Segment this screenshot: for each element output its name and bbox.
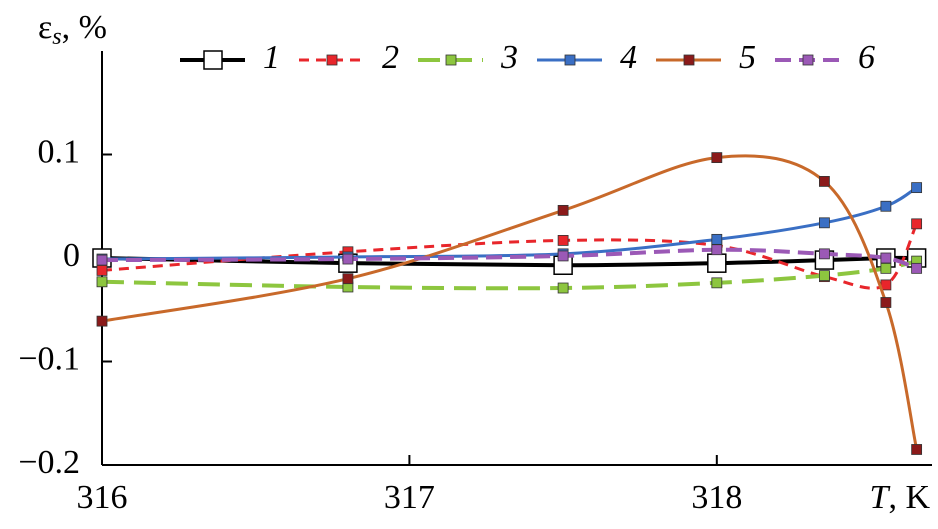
x-tick-label: 316 <box>77 479 128 516</box>
legend-label: 5 <box>739 39 756 76</box>
data-point <box>707 253 727 273</box>
legend-label: 1 <box>263 39 280 76</box>
data-point <box>711 233 723 245</box>
data-point <box>819 176 830 187</box>
x-axis-label: T, K <box>870 479 931 516</box>
series-line <box>101 154 919 450</box>
legend-marker <box>802 54 814 66</box>
data-point <box>711 277 723 289</box>
data-point <box>96 254 108 266</box>
data-point <box>819 248 830 260</box>
y-tick-label: 0.1 <box>38 133 81 170</box>
data-point <box>911 182 923 194</box>
y-label-unit: , % <box>62 9 107 46</box>
y-tick-label: −0.2 <box>18 444 80 481</box>
legend-marker <box>203 50 223 70</box>
y-tick-label: 0 <box>63 237 80 274</box>
data-point <box>557 204 569 216</box>
legend-label: 6 <box>858 39 875 76</box>
data-point <box>880 252 892 264</box>
data-point <box>96 276 108 288</box>
x-tick-label: 318 <box>691 479 742 516</box>
data-point <box>911 262 923 274</box>
legend-label: 4 <box>620 39 637 76</box>
legend-marker <box>445 54 457 66</box>
data-point <box>880 200 892 212</box>
data-point <box>819 217 830 229</box>
y-label-symbol: ε <box>38 9 52 46</box>
data-point <box>557 282 569 294</box>
data-point <box>342 273 354 285</box>
legend-label: 2 <box>382 39 399 76</box>
legend-label: 3 <box>500 39 518 76</box>
data-point <box>711 244 723 256</box>
x-label-symbol: T <box>870 479 891 516</box>
data-point <box>911 218 923 230</box>
data-point <box>557 235 569 246</box>
y-tick-label: −0.1 <box>18 340 80 377</box>
series-line <box>101 255 917 268</box>
y-axis-label: εs, % <box>38 9 107 50</box>
y-label-subscript: s <box>52 24 61 50</box>
data-point <box>911 444 923 455</box>
series-line <box>101 247 918 271</box>
legend-marker <box>683 54 695 66</box>
data-point <box>96 265 108 276</box>
series-line <box>101 259 918 291</box>
x-tick-label: 317 <box>384 479 435 516</box>
data-point <box>819 270 830 281</box>
data-point <box>880 262 892 274</box>
x-label-unit: , K <box>888 479 930 516</box>
series-line <box>101 223 918 290</box>
legend-marker <box>326 54 338 66</box>
data-point <box>342 253 354 265</box>
data-point <box>880 297 892 308</box>
data-point <box>711 152 723 164</box>
legend-marker <box>564 54 576 66</box>
series-line <box>101 186 918 261</box>
data-point <box>96 315 108 327</box>
data-point <box>557 250 569 262</box>
